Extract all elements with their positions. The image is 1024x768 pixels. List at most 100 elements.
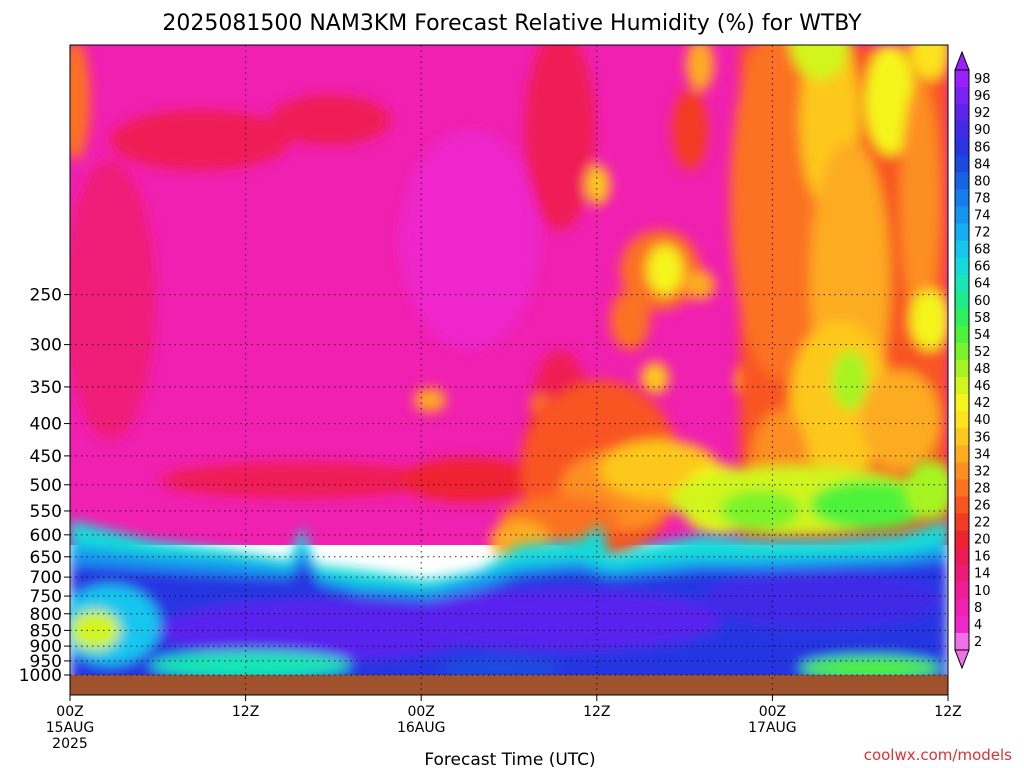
moist-layer [70, 520, 948, 695]
colorbar-max-arrow [954, 50, 970, 71]
colorbar-swatch [955, 223, 969, 242]
colorbar-swatch [955, 240, 969, 259]
mid-level-transition [490, 380, 948, 560]
colorbar-swatch [955, 87, 969, 105]
colorbar-swatch [955, 291, 969, 310]
colorbar-swatch [955, 581, 969, 600]
colorbar-swatch [955, 428, 969, 446]
colorbar-label: 64 [974, 277, 991, 292]
y-tick-label: 800 [30, 605, 62, 625]
colorbar-label: 20 [974, 533, 991, 548]
colorbar-swatch [955, 564, 969, 583]
colorbar-label: 86 [974, 140, 991, 155]
colorbar-swatch [955, 411, 969, 429]
y-tick-label: 1000 [19, 666, 62, 686]
colorbar-swatch [955, 172, 969, 190]
colorbar-label: 2 [974, 635, 982, 650]
colorbar-swatch [955, 104, 969, 122]
credit-text: coolwx.com/models [864, 746, 1012, 764]
y-tick-label: 400 [30, 415, 62, 435]
colorbar-swatch [955, 479, 969, 497]
colorbar-label: 68 [974, 243, 991, 258]
x-tick-label: 00Z [407, 704, 434, 720]
colorbar-label: 48 [974, 362, 991, 377]
colorbar-swatch [955, 615, 969, 634]
colorbar-label: 52 [974, 345, 991, 360]
x-tick-label: 12Z [232, 704, 259, 720]
colorbar-swatch [955, 274, 969, 293]
colorbar-label: 92 [974, 106, 991, 121]
y-tick-label: 900 [30, 637, 62, 657]
y-tick-label: 450 [30, 447, 62, 467]
y-tick-label: 250 [30, 286, 62, 306]
y-tick-label: 500 [30, 476, 62, 496]
colorbar-label: 58 [974, 311, 991, 326]
colorbar-label: 4 [974, 618, 982, 633]
colorbar-label: 32 [974, 464, 991, 479]
colorbar-label: 90 [974, 123, 991, 138]
colorbar-swatch [955, 257, 969, 276]
colorbar-swatch [955, 496, 969, 515]
colorbar-label: 14 [974, 567, 991, 582]
colorbar-swatch [955, 360, 969, 378]
colorbar-swatch [955, 325, 969, 344]
colorbar-min-arrow [954, 649, 970, 670]
colorbar-label: 10 [974, 584, 991, 599]
x-axis-label: Forecast Time (UTC) [424, 750, 595, 768]
colorbar-label: 42 [974, 396, 991, 411]
colorbar-swatch [955, 445, 969, 463]
colorbar-label: 84 [974, 157, 991, 172]
colorbar-swatch [955, 394, 969, 412]
colorbar-label: 40 [974, 413, 991, 428]
x-tick-label: 12Z [934, 704, 961, 720]
colorbar-swatch [955, 342, 969, 361]
colorbar-label: 66 [974, 260, 991, 275]
colorbar-label: 34 [974, 447, 991, 462]
colorbar-swatch [955, 632, 969, 651]
colorbar-label: 36 [974, 430, 991, 445]
colorbar-swatch [955, 547, 969, 566]
colorbar-swatch [955, 121, 969, 139]
colorbar-swatch [955, 206, 969, 225]
colorbar-swatch [955, 530, 969, 549]
colorbar-label: 78 [974, 191, 991, 206]
y-tick-label: 700 [30, 568, 62, 588]
colorbar-swatch [955, 70, 969, 88]
y-tick-label: 600 [30, 526, 62, 546]
y-tick-label: 950 [30, 652, 62, 672]
x-tick-label: 12Z [583, 704, 610, 720]
y-tick-label: 350 [30, 378, 62, 398]
colorbar-label: 26 [974, 499, 991, 514]
x-tick-label: 00Z [56, 704, 83, 720]
y-tick-label: 850 [30, 621, 62, 641]
colorbar-label: 98 [974, 72, 991, 87]
colorbar-swatch [955, 462, 969, 480]
colorbar-label: 54 [974, 328, 991, 343]
colorbar: 9896929086848078747268666460585452484642… [954, 50, 991, 670]
colorbar-label: 46 [974, 379, 991, 394]
y-tick-label: 650 [30, 548, 62, 568]
moistening-region-right [730, 45, 948, 545]
y-tick-label: 300 [30, 336, 62, 356]
colorbar-label: 8 [974, 601, 982, 616]
colorbar-label: 28 [974, 481, 991, 496]
colorbar-label: 80 [974, 174, 991, 189]
colorbar-swatch [955, 598, 969, 617]
plot-frame [69, 44, 949, 696]
x-tick-label: 2025 [52, 736, 88, 752]
x-tick-label: 00Z [759, 704, 786, 720]
colorbar-label: 60 [974, 294, 991, 309]
colorbar-swatch [955, 138, 969, 156]
colorbar-label: 16 [974, 550, 991, 565]
colorbar-swatch [955, 513, 969, 532]
colorbar-swatch [955, 155, 969, 173]
colorbar-swatch [955, 189, 969, 207]
plot-area [70, 45, 948, 695]
x-tick-label: 17AUG [748, 720, 797, 736]
grid-lines [70, 45, 948, 695]
colorbar-label: 22 [974, 516, 991, 531]
y-axis: 2503003504004505005506006507007508008509… [19, 286, 70, 686]
colorbar-swatch [955, 308, 969, 327]
